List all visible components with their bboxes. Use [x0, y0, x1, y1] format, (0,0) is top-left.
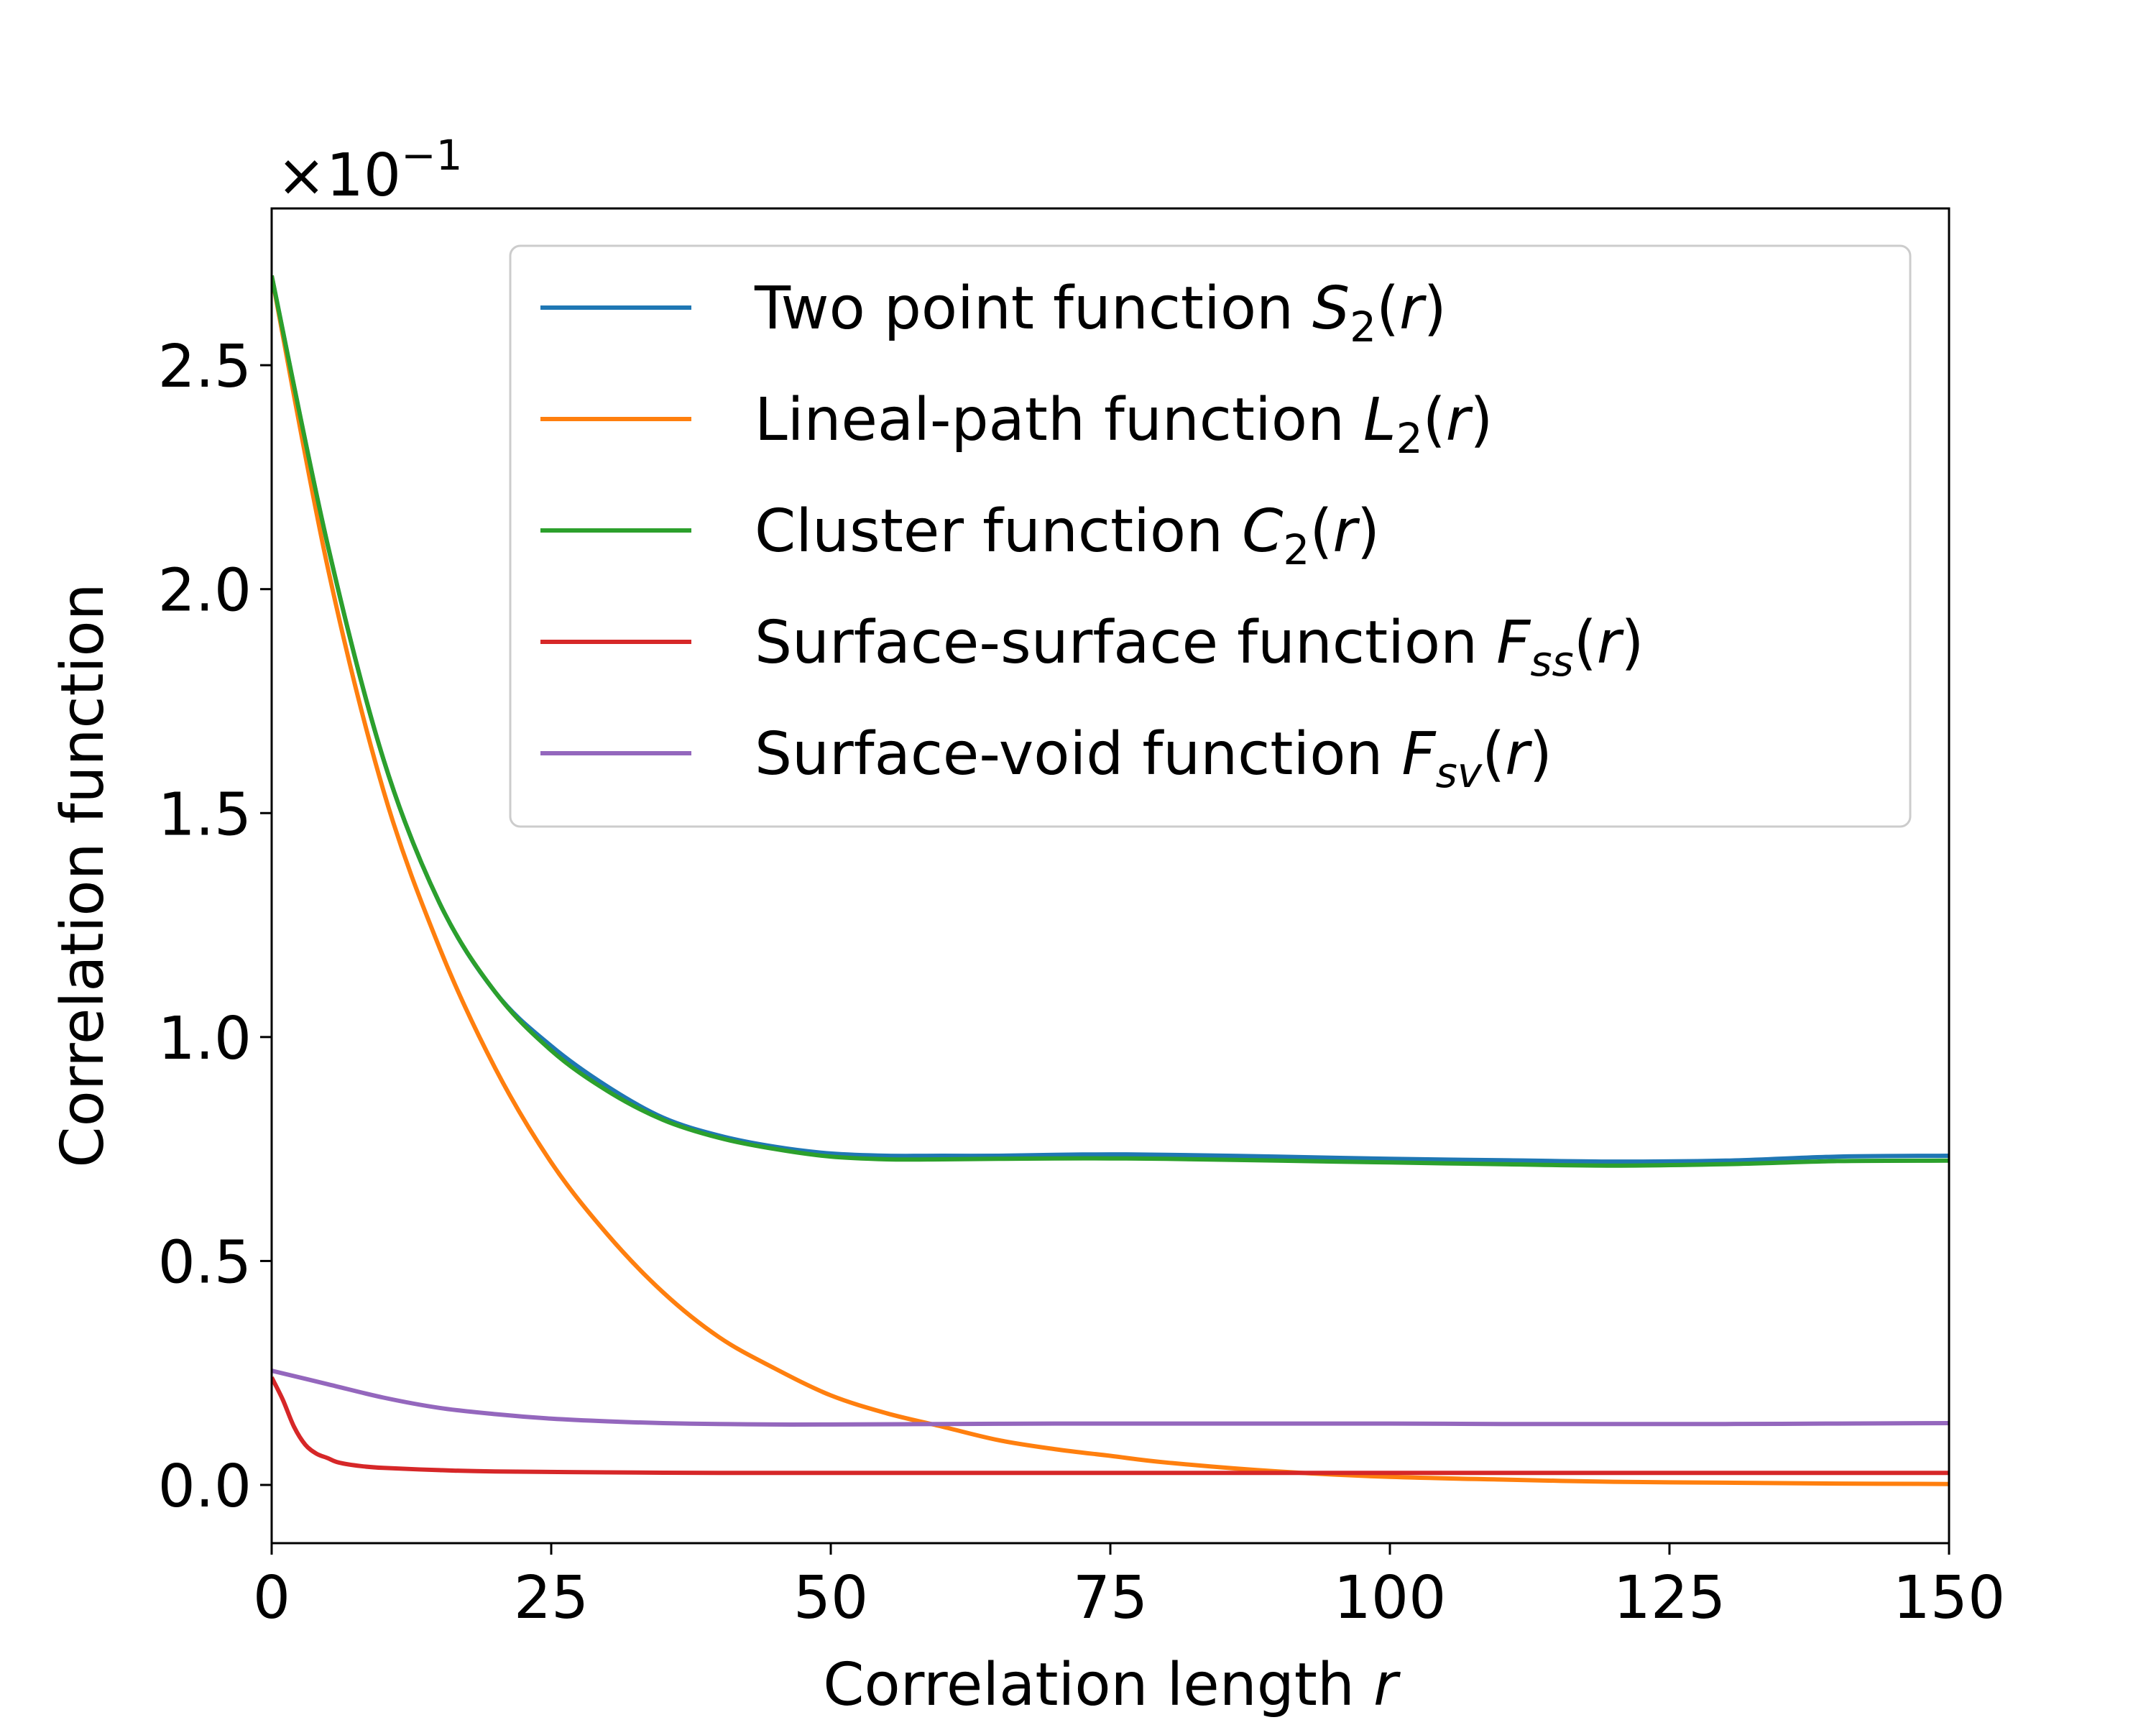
y-tick-label: 0.5: [158, 1228, 252, 1297]
legend-label-2: Lineal-path function L2(r): [755, 386, 1493, 463]
series-line-2: [272, 275, 1949, 1486]
y-tick-label: 2.5: [158, 333, 252, 401]
x-tick-label: 75: [1073, 1564, 1148, 1632]
x-tick-label: 125: [1613, 1564, 1726, 1632]
y-tick-label: 1.5: [158, 781, 252, 849]
legend: Two point function S2(r) Lineal-path func…: [509, 244, 1912, 828]
legend-box: [509, 244, 1912, 828]
x-tick-label: 100: [1334, 1564, 1447, 1632]
x-axis-label: Correlation length r: [823, 1651, 1401, 1719]
x-axis-label-var: r: [1373, 1651, 1401, 1719]
y-tick-label: 2.0: [158, 557, 252, 625]
x-tick-label: 0: [253, 1564, 290, 1632]
x-tick-label: 50: [793, 1564, 868, 1632]
legend-label-1: Two point function S2(r): [754, 275, 1447, 351]
y-offset-exponent: −1: [401, 131, 463, 180]
series-layer: [272, 275, 1949, 1486]
series-line-4: [272, 1376, 1949, 1476]
y-offset-text: ×10−1: [277, 131, 463, 210]
legend-label-5: Surface-void function Fsv(r): [755, 720, 1552, 797]
y-tick-label: 1.0: [158, 1005, 252, 1073]
y-offset-base: ×10: [277, 142, 401, 210]
legend-label-3: Cluster function C2(r): [755, 497, 1380, 574]
series-line-5: [272, 1368, 1949, 1427]
x-tick-label: 25: [514, 1564, 589, 1632]
legend-entries: Two point function S2(r) Lineal-path func…: [540, 275, 1644, 797]
legend-label-4: Surface-surface function Fss(r): [755, 609, 1644, 686]
ticks-layer: 0 25 50 75 100 125 150 0.0 0.5 1.0 1.5 2.0 2.5: [158, 333, 2006, 1632]
series-line-3: [272, 275, 1949, 1168]
x-axis-label-text: Correlation length: [823, 1651, 1373, 1719]
y-axis-label: Correlation function: [49, 583, 117, 1167]
x-tick-label: 150: [1893, 1564, 2006, 1632]
y-tick-label: 0.0: [158, 1453, 252, 1521]
